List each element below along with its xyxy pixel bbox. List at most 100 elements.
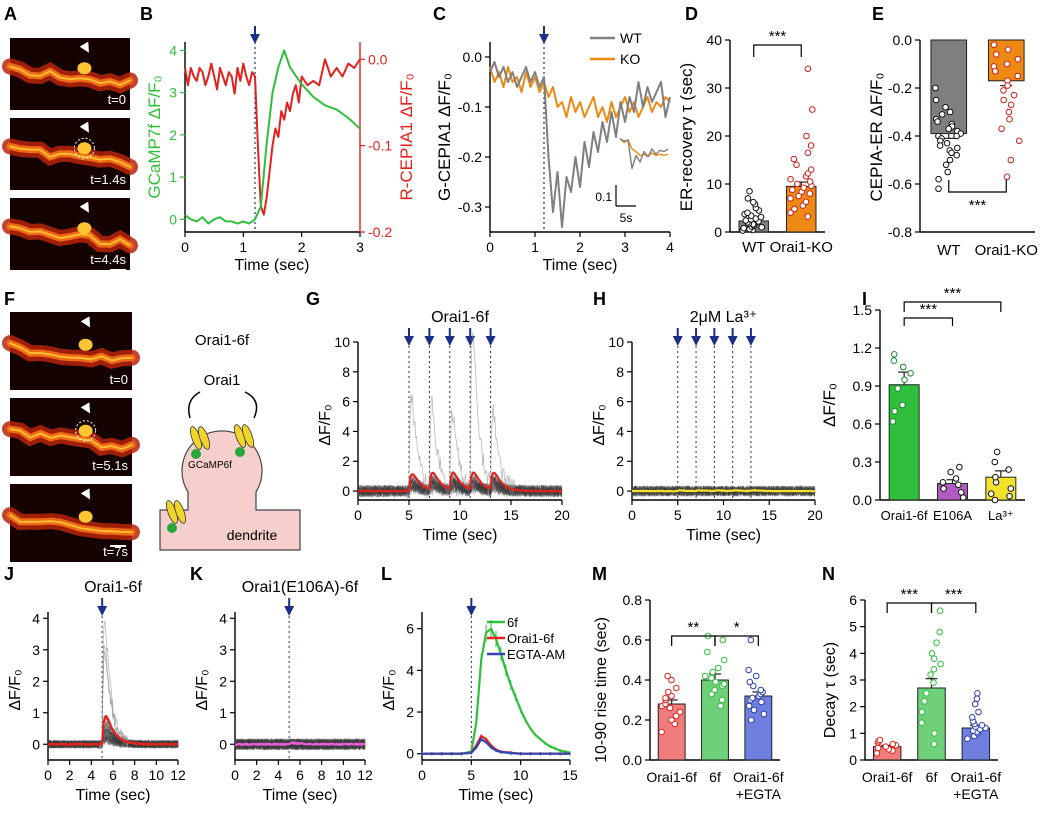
panel-N-y-tick-label: 5 [849, 619, 857, 635]
panel-I-x-label: Orai1-6f [881, 508, 928, 523]
panel-N-x-label: +EGTA [953, 786, 999, 802]
panel-I-point [890, 357, 898, 365]
panel-E-point [953, 132, 960, 140]
panel-letter-I: I [862, 289, 867, 309]
schematic-channel-left-b [198, 426, 210, 450]
panel-K-single-trace [234, 738, 366, 751]
panel-D-point [787, 195, 794, 202]
panel-K-x-tick-label: 6 [296, 767, 304, 783]
panel-D-point [787, 209, 794, 217]
panel-C-x-tick-label: 3 [621, 239, 629, 255]
panel-G-stimulus-arrow-4 [465, 336, 476, 346]
panel-C-series-wt [489, 61, 671, 228]
panel-C-scalebar-x-label: 5s [620, 211, 633, 225]
panel-F-image-2-dendrite-core [9, 428, 133, 451]
panel-N-point [971, 700, 979, 708]
panel-H-x-tick-label: 5 [674, 507, 682, 523]
panel-C-x-tick-label: 0 [486, 239, 494, 255]
panel-D-point [750, 198, 757, 206]
panel-B-left-y-tick-label: 3 [169, 85, 177, 101]
panel-letter-E: E [872, 4, 884, 24]
panel-G-stimulus-arrow-1 [404, 336, 414, 346]
panel-E-point [990, 41, 998, 49]
panel-K-single-trace [234, 738, 366, 751]
panel-A-image-2-spine [77, 142, 92, 155]
panel-N-y-tick-label: 4 [849, 645, 857, 661]
panel-I-point [991, 496, 999, 504]
panel-I-point [901, 376, 908, 384]
panel-H-single-trace [631, 485, 816, 497]
panel-N-point [918, 708, 926, 716]
panel-letter-J: J [4, 564, 14, 584]
panel-F-image-1-time-label: t=0 [110, 372, 128, 387]
panel-H-stimulus-arrow-2 [691, 336, 702, 346]
panel-K-mean-trace [234, 741, 366, 747]
panel-M-point [750, 706, 758, 714]
panel-B-x-label: Time (sec) [235, 257, 310, 274]
panel-M-point [752, 672, 760, 680]
panel-B-right-y-tick-label: -0.2 [368, 224, 392, 240]
panel-K-y-tick-label: 4 [219, 610, 227, 626]
panel-G-x-label: Time (sec) [423, 527, 498, 544]
panel-F-image-1-arrowhead [80, 316, 91, 328]
panel-F-image-3-dendrite-core [9, 514, 133, 534]
panel-J-x-tick-label: 6 [109, 767, 117, 783]
panel-M-significance-1-label: ** [687, 619, 699, 636]
panel-D-significance [753, 44, 802, 57]
panel-F-image-3-spine [78, 510, 93, 523]
panel-I-point [1007, 485, 1015, 492]
panel-K-single-trace [234, 738, 366, 751]
panel-E-y-tick-label: 0.0 [893, 32, 913, 48]
panel-D-point [803, 132, 810, 140]
schematic-orai-label: Orai1 [204, 372, 241, 389]
panel-N-y-label: Decay τ (sec) [822, 642, 839, 738]
panel-E-x-label: WT [937, 242, 960, 259]
panel-K-single-trace [234, 738, 366, 751]
panel-H-single-trace [631, 485, 816, 497]
panel-E-point [932, 96, 940, 104]
panel-E-y-tick-label: -0.8 [888, 224, 912, 240]
panel-K-x-tick-label: 2 [253, 767, 261, 783]
panel-J-x-tick-label: 4 [87, 767, 95, 783]
panel-E-point [954, 144, 961, 152]
panel-E-point [1003, 60, 1011, 68]
panel-H-title: 2μM La³⁺ [690, 309, 757, 326]
panel-G-y-label: ΔF/F₀ [317, 404, 334, 445]
panel-J-single-trace [47, 730, 179, 749]
panel-E-point [953, 151, 961, 159]
panel-H-y-tick-label: 8 [616, 364, 624, 380]
panel-N-point [936, 607, 944, 615]
panel-N-point [882, 743, 890, 751]
panel-N-point [927, 671, 934, 679]
panel-M-point [712, 678, 719, 686]
panel-N-point [918, 719, 926, 727]
panel-C-series-ko [489, 66, 671, 123]
panel-N-x-label: Orai1-6f [951, 769, 1002, 785]
panel-I-y-label: ΔF/F₀ [820, 383, 839, 427]
panel-N-significance-1-label: *** [901, 586, 919, 603]
panel-H-x-label: Time (sec) [686, 527, 761, 544]
panel-M-point [750, 682, 757, 690]
panel-G-single-trace [357, 478, 563, 498]
panel-D-point [742, 217, 750, 224]
panel-I-point [899, 363, 907, 371]
panel-D-point [804, 213, 812, 220]
panel-E-point [1007, 101, 1015, 109]
panel-E-point [938, 111, 946, 118]
panel-I-point [947, 468, 955, 476]
panel-L-x-tick-label: 15 [562, 767, 578, 783]
panel-E-point [948, 149, 955, 157]
panel-K-x-tick-label: 12 [357, 767, 373, 783]
panel-letter-A: A [4, 4, 17, 24]
panel-J-single-trace [47, 734, 179, 749]
panel-H-single-trace [631, 485, 816, 497]
panel-M-point [664, 672, 671, 680]
panel-L-legend-label-2: Orai1-6f [507, 631, 554, 646]
panel-J-x-tick-label: 10 [149, 767, 165, 783]
panel-I-point [957, 489, 965, 496]
panel-M-point [668, 716, 675, 724]
panel-M-point [714, 664, 722, 672]
panel-B-right-y-tick-label: 0.0 [368, 51, 388, 67]
panel-H-stimulus-arrow-3 [709, 336, 720, 346]
panel-N-point [930, 666, 938, 673]
